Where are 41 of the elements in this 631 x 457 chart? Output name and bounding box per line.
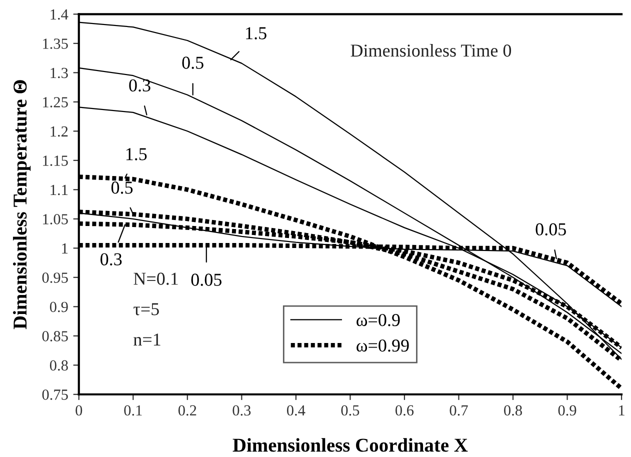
x-tick-label: 0.4	[286, 405, 306, 416]
annotation: τ=5	[134, 303, 159, 316]
annotation: Dimensionless Time 0	[350, 44, 512, 57]
y-tick-label: 1.05	[43, 214, 68, 224]
x-tick-label: 0.6	[396, 405, 414, 416]
annotation: 0.05	[536, 223, 566, 236]
legend-label: ω=0.99	[356, 339, 409, 352]
y-tick-label: 1.1	[50, 184, 68, 196]
x-tick-label: 0.3	[232, 405, 251, 416]
y-tick-label: 1	[62, 243, 68, 254]
y-tick-label: 0.9	[50, 302, 68, 312]
annotation: 0.3	[100, 253, 122, 266]
annotation: 0.5	[111, 182, 133, 194]
x-axis-title: Dimensionless Coordinate X	[232, 438, 468, 452]
x-tick-label: 0.7	[450, 405, 468, 416]
y-tick-label: 0.85	[42, 331, 68, 342]
y-tick-label: 0.8	[50, 360, 68, 371]
y-tick-label: 1.35	[43, 38, 68, 49]
y-tick-label: 0.75	[42, 390, 68, 400]
x-tick-label: 0.8	[504, 405, 522, 416]
y-tick-label: 1.2	[50, 126, 68, 137]
x-tick-label: 0.1	[124, 405, 142, 416]
annotation: 0.05	[191, 274, 222, 286]
y-axis-title: Dimensionless Temperature Θ	[12, 80, 31, 330]
annotation: 1.5	[246, 27, 266, 40]
y-tick-label: 1.25	[43, 97, 68, 108]
legend-label: ω=0.9	[356, 314, 400, 326]
annotation: 0.5	[182, 56, 204, 69]
annotation: 0.3	[129, 79, 150, 92]
y-tick-label: 1.4	[50, 9, 68, 20]
annotation: N=0.1	[134, 272, 178, 285]
y-tick-label: 1.15	[43, 156, 68, 166]
x-tick-label: 0.9	[558, 405, 576, 416]
y-tick-label: 0.95	[42, 272, 68, 283]
annotation: n=1	[134, 334, 160, 346]
x-tick-label: 0.2	[178, 405, 196, 416]
x-tick-label: 0.5	[341, 405, 360, 416]
x-tick-label: 0	[76, 405, 82, 416]
y-tick-label: 1.3	[50, 68, 68, 78]
x-tick-label: 1	[619, 405, 624, 416]
annotation: 1.5	[126, 148, 147, 160]
